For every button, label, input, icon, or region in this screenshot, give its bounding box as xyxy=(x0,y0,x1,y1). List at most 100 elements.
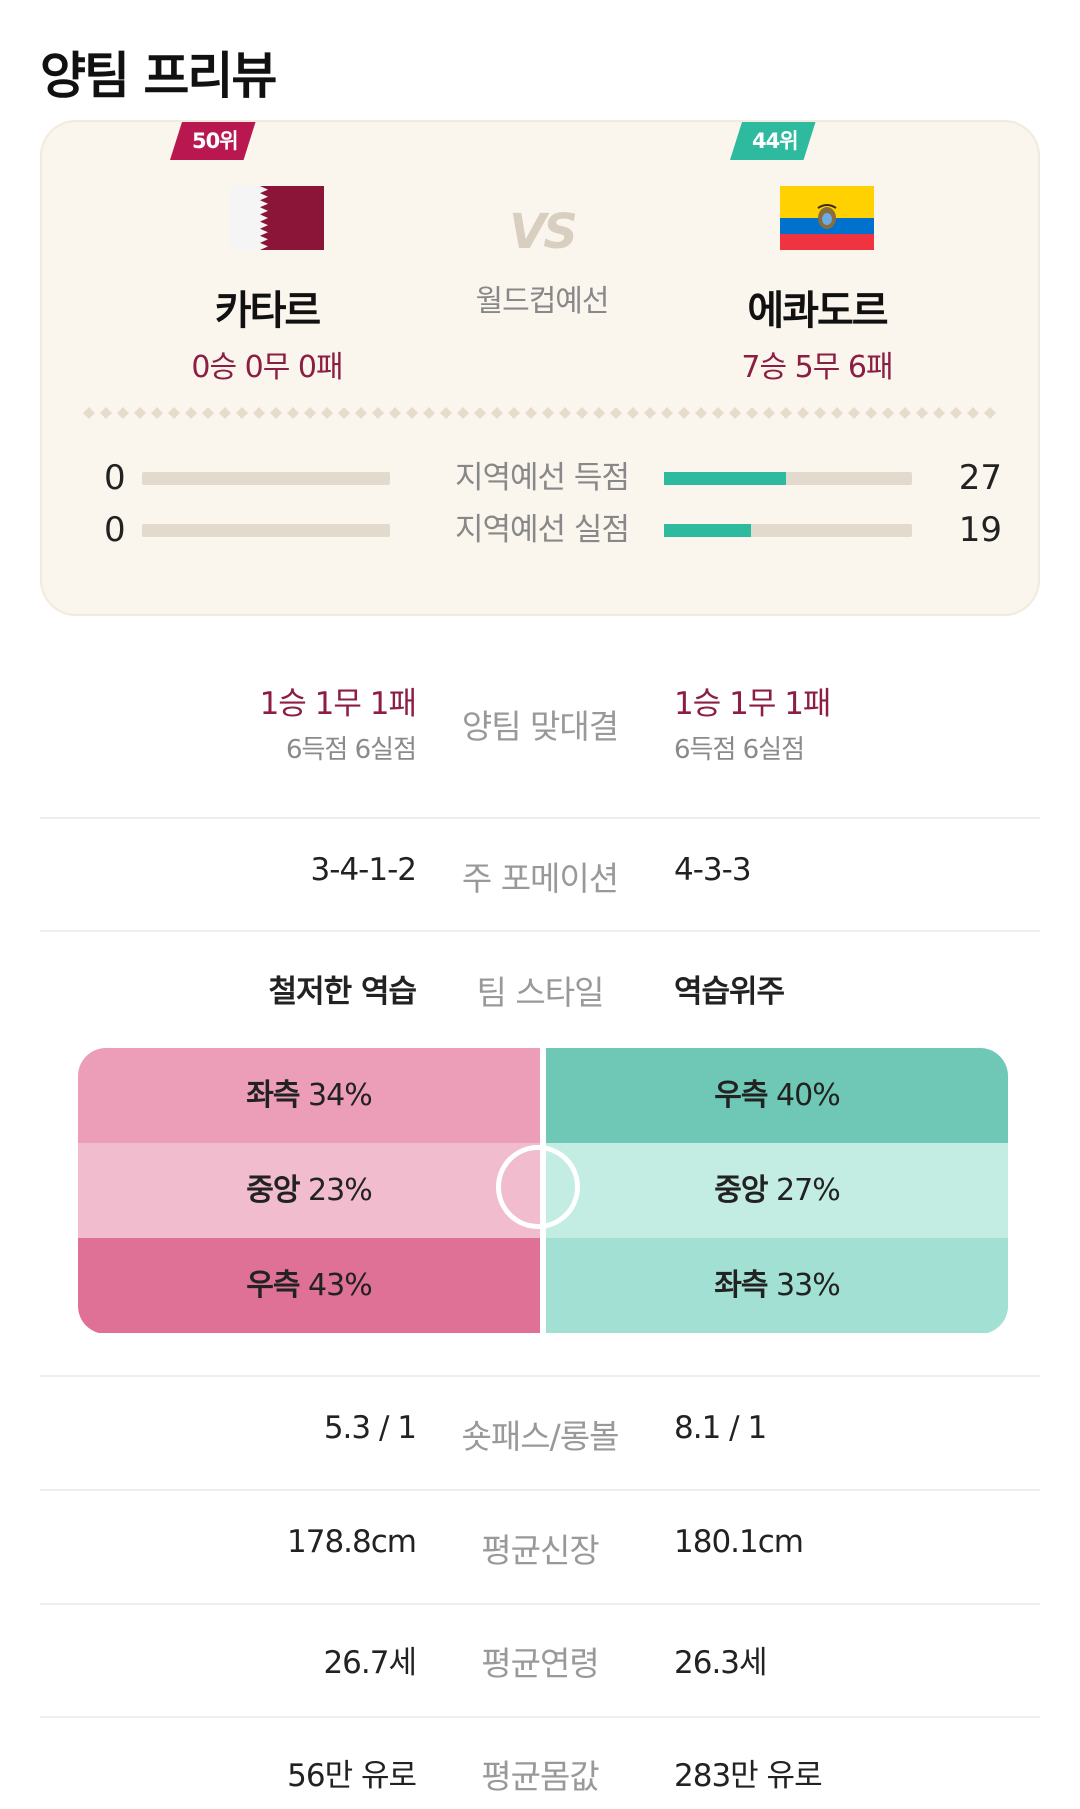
avg-value-label: 평균몸값 xyxy=(481,1757,599,1796)
diamond-mark xyxy=(848,407,860,419)
diamond-mark xyxy=(831,407,843,419)
diamond-mark xyxy=(202,407,214,419)
away-zone-2: 중앙 27% xyxy=(546,1143,1008,1238)
team-style-row: 철저한 역습 팀 스타일 역습위주 xyxy=(40,966,1040,1012)
diamond-mark xyxy=(984,407,996,419)
diamond-mark xyxy=(168,407,180,419)
home-formation: 3-4-1-2 xyxy=(310,852,417,888)
diamond-mark xyxy=(576,407,588,419)
diamond-mark xyxy=(219,407,231,419)
diamond-mark xyxy=(593,407,605,419)
page-title: 양팀 프리뷰 xyxy=(40,47,277,105)
diamond-mark xyxy=(712,407,724,419)
diamond-mark xyxy=(321,407,333,419)
stat-label-goals-scored: 지역예선 득점 xyxy=(455,460,630,496)
competition-label: 월드컵예선 xyxy=(475,284,610,319)
diamond-mark xyxy=(253,407,265,419)
h2h-label: 양팀 맞대결 xyxy=(461,707,619,746)
formation-label: 주 포메이션 xyxy=(461,859,619,898)
diamond-mark xyxy=(304,407,316,419)
away-zone-1: 우측 40% xyxy=(546,1048,1008,1143)
zone-side: 중앙 xyxy=(714,1173,768,1208)
diamond-mark xyxy=(525,407,537,419)
diamond-mark xyxy=(729,407,741,419)
zone-side: 우측 xyxy=(714,1078,768,1113)
diamond-mark xyxy=(542,407,554,419)
zone-side: 중앙 xyxy=(246,1173,300,1208)
home-goals-scored-bar xyxy=(142,472,390,485)
zone-side: 좌측 xyxy=(246,1078,300,1113)
diamond-mark xyxy=(780,407,792,419)
head-to-head-row: 1승 1무 1패 6득점 6실점 양팀 맞대결 1승 1무 1패 6득점 6실점 xyxy=(40,678,1040,768)
home-avg-age: 26.7세 xyxy=(323,1645,417,1681)
diamond-mark xyxy=(933,407,945,419)
home-attack-zones: 좌측 34% 중앙 23% 우측 43% xyxy=(78,1048,540,1334)
avg-value-row: 56만 유로 평균몸값 283만 유로 xyxy=(40,1750,1040,1796)
diamond-mark xyxy=(287,407,299,419)
home-h2h-goals: 6득점 6실점 xyxy=(285,735,417,765)
divider xyxy=(40,1375,1040,1377)
diamond-mark xyxy=(678,407,690,419)
stat-label-goals-conceded: 지역예선 실점 xyxy=(455,512,630,548)
diamond-mark xyxy=(457,407,469,419)
diamond-mark xyxy=(797,407,809,419)
away-goals-scored-bar xyxy=(664,472,912,485)
away-team[interactable]: 에콰도르 7승 5무 6패 xyxy=(667,176,967,386)
home-h2h-record: 1승 1무 1패 xyxy=(259,686,417,722)
diamond-mark xyxy=(882,407,894,419)
away-team-name: 에콰도르 xyxy=(747,288,888,334)
zone-value: 33% xyxy=(776,1268,841,1303)
diamond-mark xyxy=(440,407,452,419)
zone-side: 좌측 xyxy=(714,1268,768,1303)
diamond-mark xyxy=(117,407,129,419)
diamond-mark xyxy=(491,407,503,419)
away-avg-age: 26.3세 xyxy=(674,1645,768,1681)
divider xyxy=(40,1489,1040,1491)
diamond-mark xyxy=(83,407,95,419)
attack-direction-field: 좌측 34% 중앙 23% 우측 43% 우측 40% 중앙 27% 좌측 33… xyxy=(78,1048,1008,1334)
away-zone-3: 좌측 33% xyxy=(546,1238,1008,1333)
away-team-record: 7승 5무 6패 xyxy=(741,350,893,385)
home-zone-2: 중앙 23% xyxy=(78,1143,540,1238)
diamond-mark xyxy=(746,407,758,419)
zone-value: 34% xyxy=(308,1078,373,1113)
diamond-mark xyxy=(899,407,911,419)
zone-value: 27% xyxy=(776,1173,841,1208)
diamond-mark xyxy=(627,407,639,419)
diamond-mark xyxy=(406,407,418,419)
away-formation: 4-3-3 xyxy=(674,852,752,888)
center-circle xyxy=(496,1145,580,1229)
avg-height-label: 평균신장 xyxy=(481,1531,599,1570)
pass-ratio-label: 숏패스/롱볼 xyxy=(461,1417,620,1456)
away-team-style: 역습위주 xyxy=(674,974,785,1010)
avg-age-row: 26.7세 평균연령 26.3세 xyxy=(40,1637,1040,1683)
diamond-divider xyxy=(83,407,996,419)
home-avg-value: 56만 유로 xyxy=(287,1758,417,1794)
home-team-record: 0승 0무 0패 xyxy=(191,350,343,385)
diamond-mark xyxy=(372,407,384,419)
zone-value: 40% xyxy=(776,1078,841,1113)
home-goals-conceded: 0 xyxy=(104,510,126,550)
away-goals-scored: 27 xyxy=(958,458,1002,498)
home-zone-1: 좌측 34% xyxy=(78,1048,540,1143)
match-summary-card: 카타르 0승 0무 0패 50위 VS 월드컵예선 에콰도르 7승 5무 6패 … xyxy=(40,120,1040,616)
diamond-mark xyxy=(355,407,367,419)
away-goals-conceded: 19 xyxy=(958,510,1002,550)
diamond-mark xyxy=(338,407,350,419)
diamond-mark xyxy=(389,407,401,419)
away-h2h-goals: 6득점 6실점 xyxy=(674,735,805,765)
away-avg-height: 180.1cm xyxy=(674,1524,804,1560)
home-team-style: 철저한 역습 xyxy=(268,974,417,1010)
away-goals-conceded-fill xyxy=(664,524,751,537)
team-style-label: 팀 스타일 xyxy=(476,973,605,1012)
diamond-mark xyxy=(916,407,928,419)
diamond-mark xyxy=(185,407,197,419)
away-pass-ratio: 8.1 / 1 xyxy=(674,1410,767,1446)
home-team[interactable]: 카타르 0승 0무 0패 xyxy=(117,176,417,386)
diamond-mark xyxy=(270,407,282,419)
qatar-flag-icon xyxy=(230,186,324,250)
away-rank-badge: 44위 xyxy=(730,122,816,160)
diamond-mark xyxy=(100,407,112,419)
diamond-mark xyxy=(661,407,673,419)
diamond-mark xyxy=(865,407,877,419)
